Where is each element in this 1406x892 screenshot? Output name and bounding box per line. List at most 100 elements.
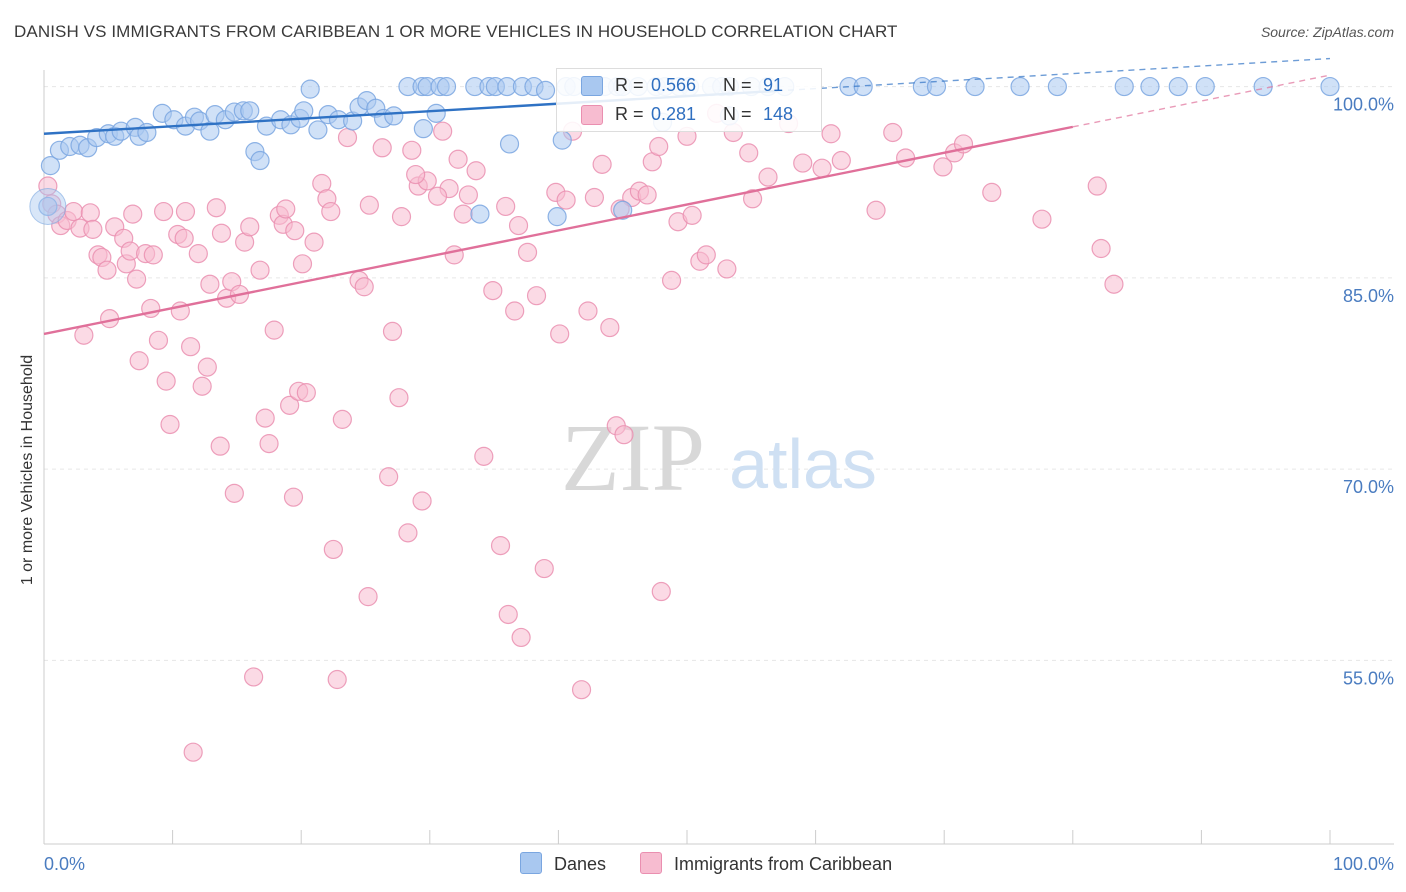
bottom-legend-danes: Danes bbox=[520, 852, 606, 876]
data-point bbox=[97, 260, 117, 280]
data-point bbox=[812, 158, 832, 178]
data-point bbox=[926, 76, 947, 97]
source-note: Source: ZipAtlas.com bbox=[1260, 24, 1394, 40]
data-point bbox=[337, 127, 358, 148]
data-point bbox=[508, 215, 529, 236]
data-point bbox=[183, 742, 203, 762]
y-tick-label: 100.0% bbox=[1333, 95, 1394, 115]
data-point bbox=[490, 536, 511, 556]
data-point bbox=[535, 80, 556, 101]
data-point bbox=[696, 245, 716, 265]
data-point bbox=[1010, 76, 1030, 97]
data-point bbox=[38, 196, 58, 217]
data-point bbox=[427, 186, 448, 206]
cluster-point bbox=[29, 187, 67, 225]
danes-n-value: 91 bbox=[763, 75, 784, 95]
data-point bbox=[1253, 76, 1273, 97]
data-point bbox=[571, 680, 592, 700]
carib-legend-swatch bbox=[640, 852, 662, 874]
data-point bbox=[1114, 76, 1134, 97]
data-point bbox=[498, 604, 518, 625]
data-point bbox=[382, 321, 403, 342]
data-point bbox=[453, 204, 473, 224]
data-point bbox=[224, 483, 244, 503]
data-point bbox=[474, 446, 494, 466]
x-tick-label-max: 100.0% bbox=[1333, 854, 1394, 874]
chart-title: DANISH VS IMMIGRANTS FROM CARIBBEAN 1 OR… bbox=[14, 22, 898, 41]
x-tick-label-min: 0.0% bbox=[44, 854, 85, 874]
data-point bbox=[1195, 76, 1215, 97]
data-point bbox=[200, 274, 220, 294]
data-point bbox=[470, 204, 490, 224]
data-point bbox=[143, 245, 163, 265]
x-ticks bbox=[43, 830, 1331, 844]
data-point bbox=[505, 301, 525, 321]
data-point bbox=[578, 301, 598, 321]
data-point bbox=[188, 244, 208, 264]
data-point bbox=[255, 408, 275, 428]
data-point bbox=[600, 317, 620, 338]
data-point bbox=[517, 242, 538, 262]
data-point bbox=[259, 434, 279, 454]
data-point bbox=[276, 199, 296, 219]
data-point bbox=[327, 669, 347, 690]
data-point bbox=[391, 207, 412, 227]
data-point bbox=[250, 150, 270, 171]
data-point bbox=[758, 167, 778, 187]
legend-row-danes: R = 0.566 N = 91 bbox=[557, 71, 821, 99]
data-point bbox=[413, 119, 433, 139]
data-point bbox=[240, 217, 260, 237]
data-point bbox=[739, 143, 759, 163]
data-point bbox=[181, 337, 201, 357]
data-point bbox=[332, 409, 352, 429]
data-point bbox=[682, 205, 702, 225]
data-point bbox=[63, 201, 84, 222]
danes-legend-swatch bbox=[520, 852, 542, 874]
data-point bbox=[379, 467, 399, 487]
data-point bbox=[614, 425, 634, 445]
data-point bbox=[412, 491, 432, 511]
data-point bbox=[547, 207, 567, 227]
watermark-atlas: atlas bbox=[729, 425, 877, 503]
danes-legend-label: Danes bbox=[554, 854, 607, 874]
data-point bbox=[174, 228, 194, 248]
data-point bbox=[448, 149, 468, 169]
data-point bbox=[592, 154, 612, 174]
data-point bbox=[793, 153, 813, 173]
data-point bbox=[613, 200, 633, 220]
legend-n-label: N = bbox=[723, 104, 752, 124]
data-point bbox=[148, 330, 169, 350]
data-point bbox=[192, 376, 212, 396]
data-point bbox=[831, 150, 851, 171]
data-point bbox=[156, 371, 176, 391]
data-point bbox=[1087, 176, 1107, 196]
data-point bbox=[1047, 76, 1067, 97]
data-point bbox=[637, 185, 657, 205]
data-point bbox=[883, 122, 903, 143]
data-point bbox=[406, 164, 426, 185]
data-point bbox=[649, 136, 669, 157]
axes bbox=[43, 70, 1394, 845]
data-point bbox=[175, 201, 196, 222]
data-point bbox=[584, 187, 605, 208]
data-point bbox=[534, 558, 554, 579]
legend-r-label: R = bbox=[615, 75, 644, 95]
data-point bbox=[359, 195, 379, 215]
data-point bbox=[651, 581, 671, 602]
data-point bbox=[206, 198, 226, 218]
data-point bbox=[1320, 76, 1340, 97]
y-tick-labels: 100.0% 85.0% 70.0% 55.0% bbox=[1333, 95, 1394, 689]
data-point bbox=[354, 277, 374, 297]
data-point bbox=[83, 219, 103, 239]
data-point bbox=[264, 320, 284, 340]
data-point bbox=[1091, 238, 1111, 259]
data-point bbox=[436, 76, 457, 97]
data-point bbox=[402, 140, 422, 160]
carib-swatch bbox=[581, 105, 603, 125]
data-point bbox=[426, 103, 446, 123]
data-point bbox=[300, 79, 320, 99]
data-point bbox=[526, 286, 547, 306]
watermark: ZIP atlas bbox=[561, 404, 877, 511]
danes-r-value: 0.566 bbox=[651, 75, 697, 95]
